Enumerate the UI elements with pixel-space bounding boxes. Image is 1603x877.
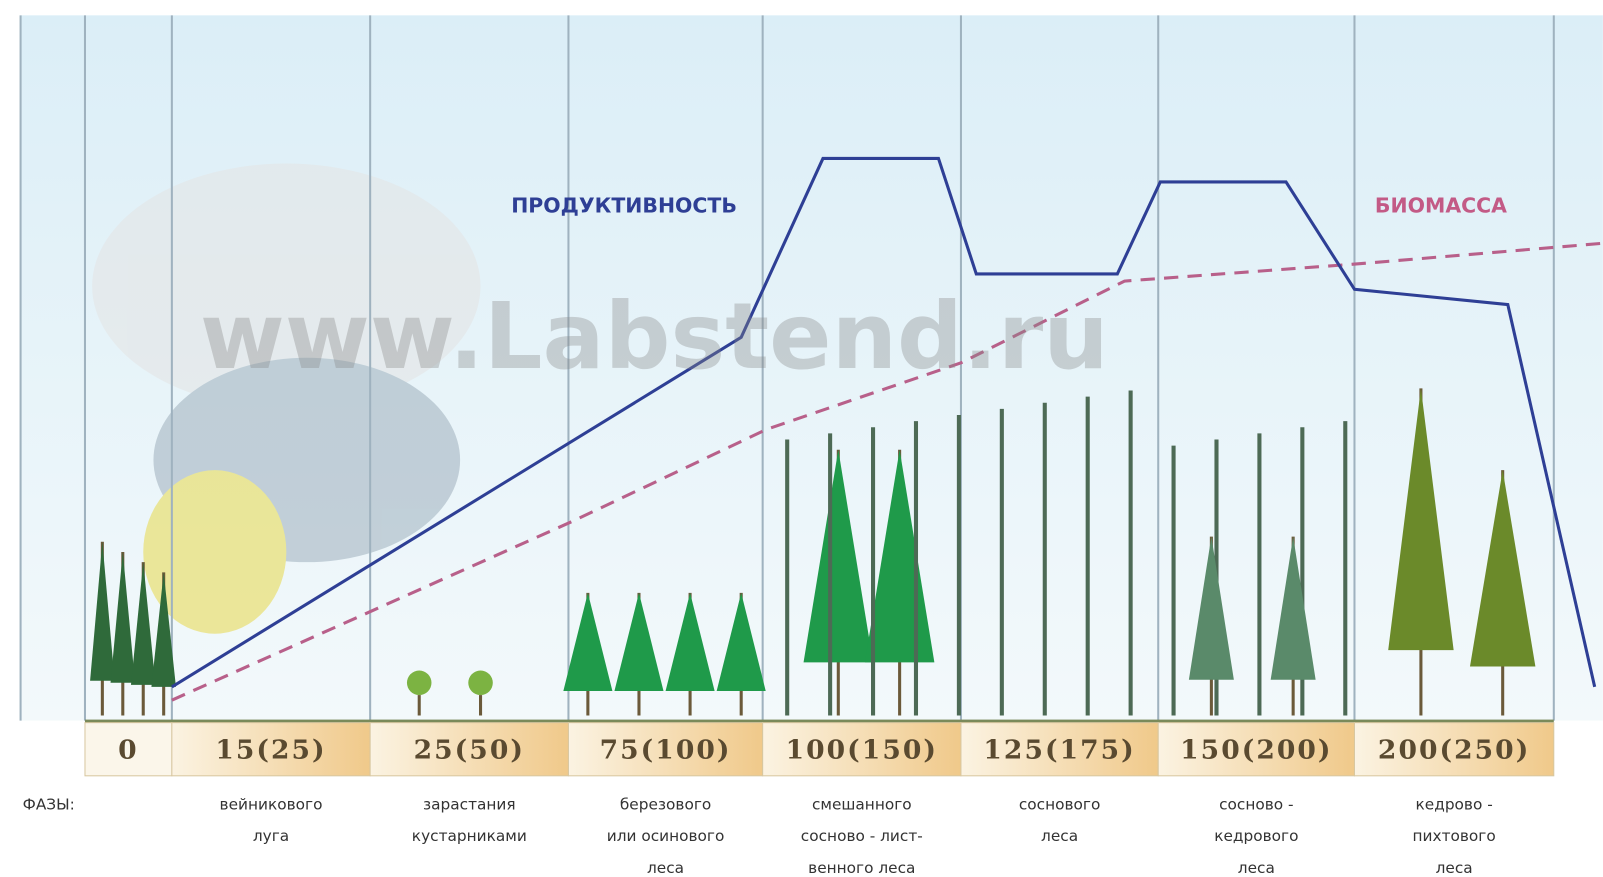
period-cell xyxy=(369,722,569,777)
period-cell xyxy=(960,722,1159,777)
period-label: 25(50) xyxy=(414,734,525,765)
bush xyxy=(468,670,493,696)
phase-label: пихтового xyxy=(1413,827,1496,845)
crown xyxy=(1270,536,1316,680)
phase-label: венного леса xyxy=(808,859,915,877)
crown xyxy=(130,562,156,685)
biomass-label: БИОМАССА xyxy=(1375,194,1507,218)
crown xyxy=(151,572,176,687)
crown xyxy=(665,592,715,691)
crown xyxy=(716,592,766,691)
phase-label: кустарниками xyxy=(412,827,527,845)
period-cell xyxy=(762,722,962,777)
crown xyxy=(1188,536,1234,680)
phase-label: смешанного xyxy=(812,796,912,814)
period-cell xyxy=(84,722,173,777)
crown xyxy=(90,541,115,681)
period-label: 15(25) xyxy=(215,734,326,765)
period-cell xyxy=(567,722,764,777)
period-cell xyxy=(171,722,371,777)
period-label: 100(150) xyxy=(786,734,938,765)
phase-label: или осинового xyxy=(607,827,725,845)
phase-label: леса xyxy=(1238,859,1275,877)
crown xyxy=(803,449,874,663)
period-label: 200(250) xyxy=(1378,734,1530,765)
productivity-curve xyxy=(171,156,1597,689)
crown xyxy=(110,551,136,683)
phase-label: сосново - лист- xyxy=(801,827,923,845)
phase-label: леса xyxy=(1436,859,1473,877)
period-cell xyxy=(1353,722,1555,777)
crown xyxy=(563,592,613,691)
period-label: 125(175) xyxy=(983,734,1135,765)
watermark: www.Labstend.ru xyxy=(200,283,1109,390)
period-label: 0 xyxy=(118,734,139,765)
productivity-label: ПРОДУКТИВНОСТЬ xyxy=(511,194,737,218)
phases-title: ФАЗЫ: xyxy=(23,796,75,814)
phase-label: кедрово - xyxy=(1416,796,1493,814)
phase-label: березового xyxy=(620,796,711,814)
phase-label: сосново - xyxy=(1219,796,1293,814)
phase-label: зарастания xyxy=(423,796,516,814)
phase-label: кедрового xyxy=(1214,827,1298,845)
crown xyxy=(1388,388,1454,651)
smoke xyxy=(92,163,481,634)
phase-label: леса xyxy=(1041,827,1078,845)
phase-label: леса xyxy=(647,859,684,877)
period-label: 150(200) xyxy=(1180,734,1332,765)
ground xyxy=(84,719,1554,723)
crown xyxy=(614,592,664,691)
phase-label: луга xyxy=(253,827,289,845)
biomass-curve xyxy=(171,241,1603,702)
crown xyxy=(1469,470,1536,667)
phase-label: вейникового xyxy=(220,796,323,814)
bush xyxy=(406,670,432,696)
period-label: 75(100) xyxy=(600,734,732,765)
phase-label: соснового xyxy=(1019,796,1100,814)
